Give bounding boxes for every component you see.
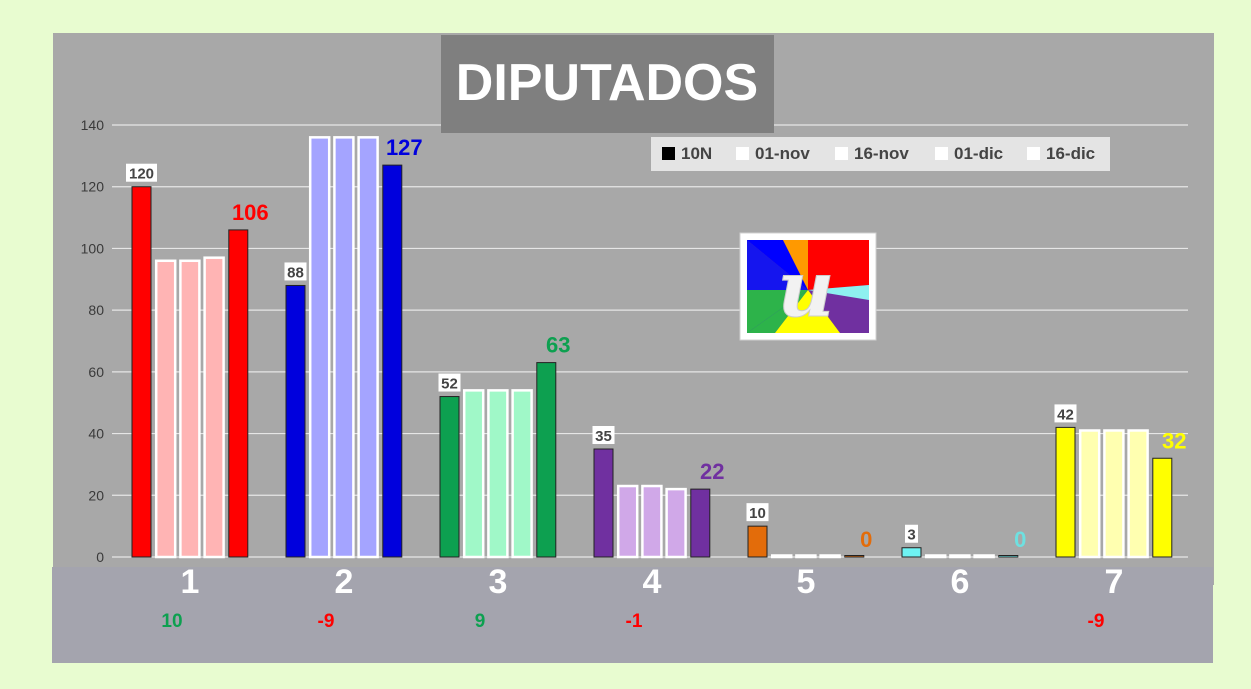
y-tick-label: 0 xyxy=(96,549,104,565)
value-label-box xyxy=(438,373,461,392)
bar xyxy=(973,554,995,559)
bar xyxy=(382,164,403,558)
legend-swatch xyxy=(935,147,948,160)
change-label: 10 xyxy=(161,611,182,632)
value-label-last: 32 xyxy=(1162,428,1186,453)
bar xyxy=(819,554,841,559)
value-label-box xyxy=(1054,404,1077,423)
value-label-first: 52 xyxy=(441,376,458,393)
change-label: -9 xyxy=(1088,611,1105,632)
legend-label: 01-dic xyxy=(954,144,1003,163)
bar xyxy=(439,396,460,558)
y-tick-label: 140 xyxy=(81,117,105,133)
value-label-first: 35 xyxy=(595,428,612,445)
bar xyxy=(536,362,557,558)
legend-label: 16-dic xyxy=(1046,144,1095,163)
value-label-box xyxy=(592,426,615,444)
bar xyxy=(462,389,485,559)
legend-swatch xyxy=(736,147,749,160)
bar xyxy=(1152,457,1173,558)
bar xyxy=(1078,429,1101,559)
value-label-last: 0 xyxy=(1014,527,1026,552)
category-label: 6 xyxy=(950,563,969,601)
bar xyxy=(1103,429,1125,559)
value-label-first: 10 xyxy=(749,505,766,522)
value-label-box xyxy=(905,524,918,543)
value-label-first: 42 xyxy=(1057,406,1074,423)
y-tick-label: 40 xyxy=(88,426,104,442)
bar xyxy=(228,229,249,558)
legend-label: 01-nov xyxy=(755,144,810,163)
bar xyxy=(285,284,306,558)
legend-label: 16-nov xyxy=(854,144,909,163)
bar xyxy=(308,136,331,559)
value-label-box xyxy=(126,163,157,182)
y-tick-label: 60 xyxy=(88,364,104,380)
value-label-box xyxy=(746,503,769,522)
footer-band xyxy=(52,567,1213,663)
bar xyxy=(844,555,865,558)
logo: u xyxy=(739,232,877,341)
legend-swatch xyxy=(1027,147,1040,160)
category-label: 5 xyxy=(796,563,815,601)
bar xyxy=(770,554,793,559)
category-label: 4 xyxy=(642,563,661,601)
change-label: 9 xyxy=(475,611,486,632)
category-label: 3 xyxy=(488,563,507,601)
bar xyxy=(1055,426,1076,558)
change-label: -1 xyxy=(626,611,643,632)
value-label-first: 120 xyxy=(129,166,154,183)
value-label-first: 3 xyxy=(907,527,915,544)
category-label: 1 xyxy=(180,563,199,601)
bars xyxy=(131,136,1173,559)
category-label: 7 xyxy=(1104,563,1123,601)
bar xyxy=(901,547,922,558)
title-box: DIPUTADOS xyxy=(441,35,774,133)
legend-swatch xyxy=(662,147,675,160)
category-labels: 1 2 3 4 5 6 7 xyxy=(180,563,1123,601)
bar xyxy=(949,554,971,559)
change-label: -9 xyxy=(318,611,335,632)
bar xyxy=(998,555,1019,558)
bar xyxy=(1127,429,1149,559)
bar xyxy=(641,484,663,559)
chart-title: DIPUTADOS xyxy=(456,54,758,112)
logo-letter: u xyxy=(778,244,835,335)
value-label-first: 88 xyxy=(287,264,304,281)
bar xyxy=(924,554,947,559)
change-labels: 10 -9 9 -1 -9 xyxy=(161,611,1104,632)
legend: 10N 01-nov 16-nov 01-dic 16-dic xyxy=(651,137,1110,171)
bar xyxy=(179,259,201,559)
legend-label: 10N xyxy=(681,144,712,163)
bar xyxy=(203,256,225,559)
value-label-last: 22 xyxy=(700,459,724,484)
bar xyxy=(665,487,687,559)
bar xyxy=(511,389,533,559)
bar xyxy=(487,389,509,559)
bar xyxy=(690,488,711,558)
bar xyxy=(333,136,355,559)
value-label-last: 127 xyxy=(386,135,423,160)
y-tick-label: 120 xyxy=(81,179,105,195)
legend-swatch xyxy=(835,147,848,160)
bar xyxy=(747,525,768,558)
value-label-box xyxy=(284,262,307,281)
value-label-last: 0 xyxy=(860,527,872,552)
data-labels: 120 106 88 127 52 63 35 22 10 0 3 0 42 32 xyxy=(126,135,1187,552)
bar xyxy=(131,186,152,558)
y-tick-label: 80 xyxy=(88,302,104,318)
y-tick-label: 100 xyxy=(81,240,105,256)
bar xyxy=(795,554,817,559)
value-label-last: 63 xyxy=(546,333,570,358)
value-label-last: 106 xyxy=(232,200,269,225)
bar xyxy=(357,136,379,559)
bar xyxy=(154,259,177,559)
y-tick-label: 20 xyxy=(88,487,104,503)
y-axis-ticks: 0 20 40 60 80 100 120 140 xyxy=(81,117,105,565)
bar xyxy=(593,448,614,558)
bar xyxy=(616,484,639,559)
category-label: 2 xyxy=(334,563,353,601)
